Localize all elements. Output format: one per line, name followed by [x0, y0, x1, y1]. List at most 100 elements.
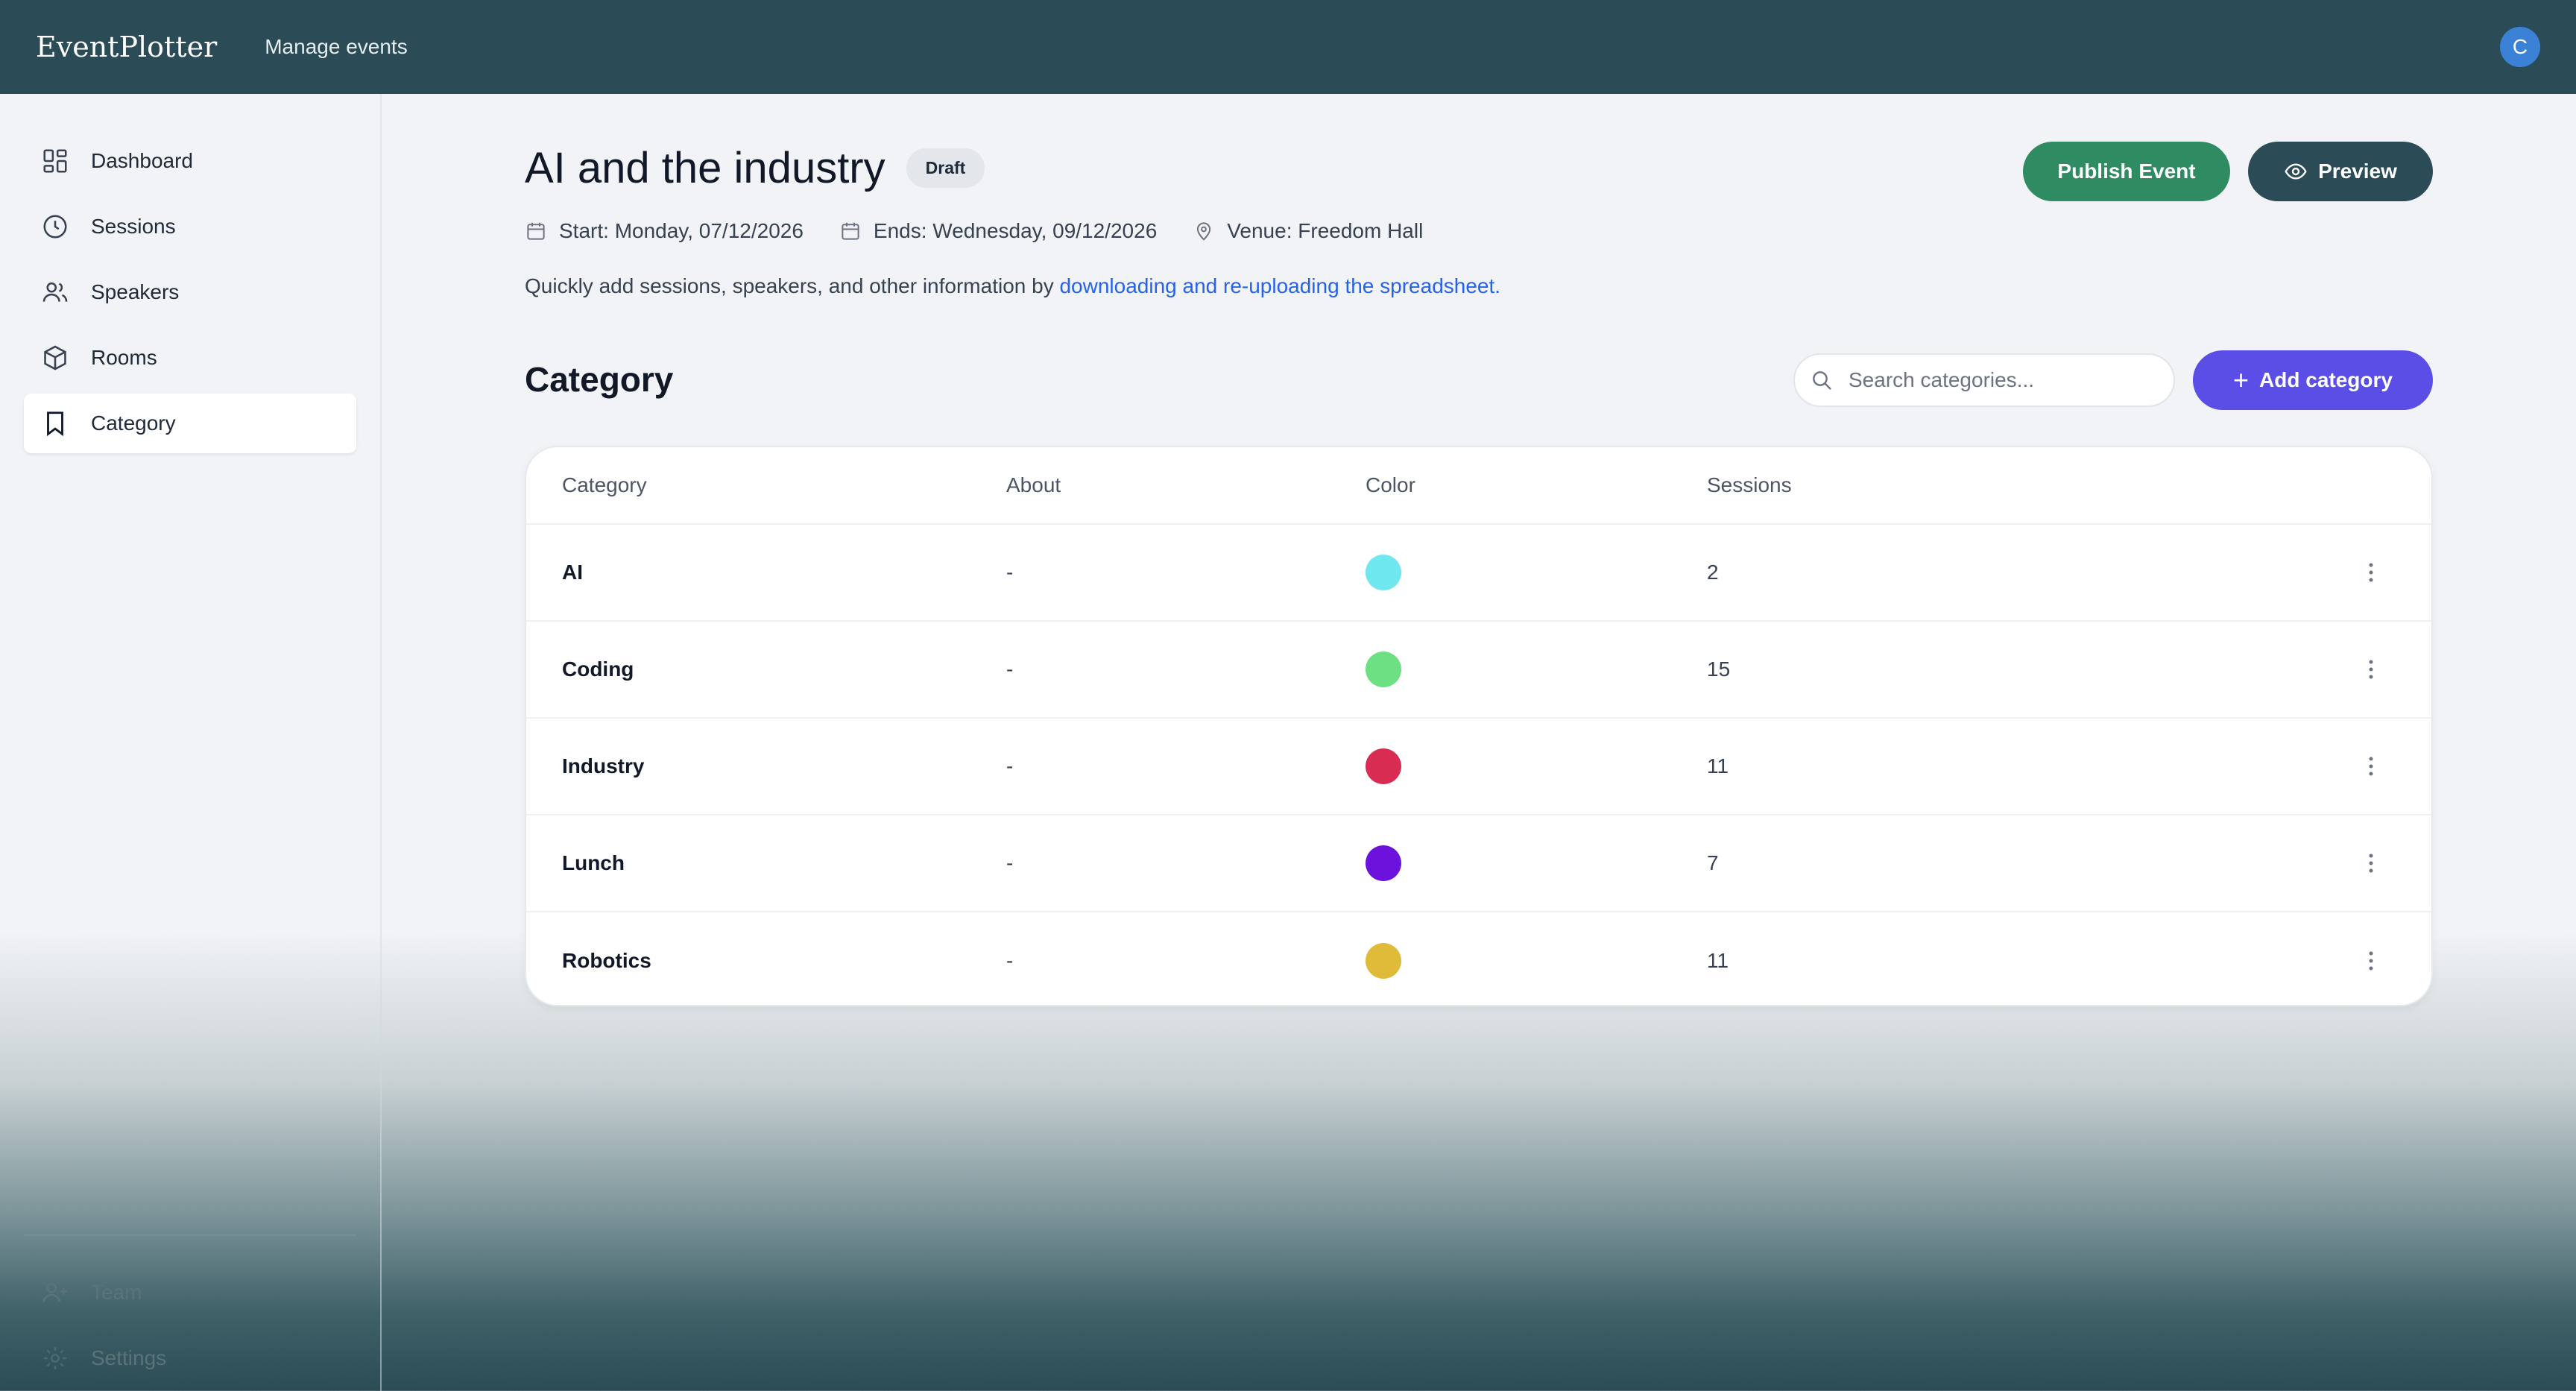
- category-about: -: [1006, 561, 1014, 584]
- category-sessions: 11: [1707, 754, 1729, 777]
- sidebar-nav: Dashboard Sessions Speakers Rooms Catego…: [24, 131, 356, 459]
- sidebar-item-label: Settings: [91, 1346, 167, 1369]
- sidebar-bottom-nav: Team Settings: [24, 1234, 356, 1391]
- search-input[interactable]: [1849, 368, 2162, 392]
- color-swatch: [1366, 555, 1401, 590]
- publish-event-button[interactable]: Publish Event: [2023, 142, 2230, 201]
- eye-icon: [2285, 163, 2307, 180]
- sidebar-item-label: Dashboard: [91, 149, 193, 172]
- top-bar: EventPlotter Manage events C: [0, 0, 2576, 94]
- category-sessions: 7: [1707, 851, 1719, 874]
- event-end: Ends: Wednesday, 09/12/2026: [839, 219, 1157, 243]
- event-start: Start: Monday, 07/12/2026: [525, 219, 804, 243]
- preview-button[interactable]: Preview: [2248, 142, 2433, 201]
- sidebar: Dashboard Sessions Speakers Rooms Catego…: [0, 94, 382, 1391]
- row-menu-button[interactable]: [2360, 558, 2382, 587]
- sidebar-item-team[interactable]: Team: [24, 1263, 356, 1322]
- search-box[interactable]: [1793, 353, 2175, 407]
- sidebar-item-dashboard[interactable]: Dashboard: [24, 131, 356, 191]
- app-logo[interactable]: EventPlotter: [36, 31, 218, 63]
- category-sessions: 15: [1707, 657, 1731, 681]
- category-about: -: [1006, 657, 1014, 681]
- help-text-body: Quickly add sessions, speakers, and othe…: [525, 274, 1060, 297]
- sidebar-item-label: Team: [91, 1281, 142, 1304]
- column-header-about: About: [1006, 473, 1061, 496]
- row-menu-button[interactable]: [2360, 751, 2382, 781]
- preview-label: Preview: [2318, 160, 2397, 183]
- sidebar-item-settings[interactable]: Settings: [24, 1328, 356, 1388]
- sidebar-item-label: Category: [91, 411, 176, 435]
- user-avatar[interactable]: C: [2500, 27, 2540, 67]
- search-icon: [1813, 371, 1831, 390]
- color-dot: [1366, 652, 1401, 687]
- column-header-color: Color: [1366, 473, 1415, 496]
- add-category-label: Add category: [2259, 368, 2393, 391]
- row-menu-button[interactable]: [2360, 655, 2382, 684]
- table-row[interactable]: AI - 2: [526, 525, 2431, 622]
- calendar-icon: [527, 222, 545, 240]
- category-name: Lunch: [562, 851, 625, 874]
- sidebar-item-label: Speakers: [91, 280, 180, 303]
- sidebar-item-label: Rooms: [91, 346, 157, 369]
- status-badge: Draft: [906, 148, 985, 188]
- event-start-text: Start: Monday, 07/12/2026: [559, 219, 804, 242]
- user-plus-icon: [40, 1278, 70, 1308]
- color-dot: [1366, 555, 1401, 590]
- more-vertical-icon: [2369, 854, 2373, 873]
- clock-icon: [40, 212, 70, 242]
- calendar-icon: [842, 222, 859, 240]
- more-vertical-icon: [2369, 660, 2373, 679]
- table-row[interactable]: Robotics - 11: [526, 912, 2431, 1005]
- users-icon: [40, 277, 70, 307]
- column-header-sessions: Sessions: [1707, 473, 1792, 496]
- category-name: Industry: [562, 754, 645, 777]
- color-swatch: [1366, 652, 1401, 687]
- table-header: Category About Color Sessions: [526, 447, 2431, 525]
- table-row[interactable]: Coding - 15: [526, 622, 2431, 719]
- event-header: AI and the industry Draft: [525, 143, 985, 193]
- row-menu-button[interactable]: [2360, 848, 2382, 878]
- category-about: -: [1006, 754, 1014, 777]
- plus-icon: +: [2233, 365, 2250, 395]
- category-name: Robotics: [562, 949, 651, 972]
- sidebar-item-rooms[interactable]: Rooms: [24, 328, 356, 388]
- help-text: Quickly add sessions, speakers, and othe…: [525, 274, 1500, 298]
- more-vertical-icon: [2369, 951, 2373, 971]
- row-menu-button[interactable]: [2360, 946, 2382, 976]
- event-end-text: Ends: Wednesday, 09/12/2026: [873, 219, 1158, 242]
- event-venue-text: Venue: Freedom Hall: [1227, 219, 1424, 242]
- grid-icon: [40, 146, 70, 176]
- category-about: -: [1006, 949, 1014, 972]
- column-header-category: Category: [562, 473, 647, 496]
- category-sessions: 2: [1707, 561, 1719, 584]
- sidebar-item-sessions[interactable]: Sessions: [24, 197, 356, 256]
- sidebar-item-category[interactable]: Category: [24, 394, 356, 453]
- color-swatch: [1366, 845, 1401, 881]
- category-name: AI: [562, 561, 583, 584]
- category-about: -: [1006, 851, 1014, 874]
- color-dot: [1366, 845, 1401, 881]
- section-title: Category: [525, 360, 674, 399]
- category-sessions: 11: [1707, 949, 1729, 972]
- more-vertical-icon: [2369, 757, 2373, 776]
- category-name: Coding: [562, 657, 634, 681]
- sidebar-item-speakers[interactable]: Speakers: [24, 262, 356, 322]
- event-venue: Venue: Freedom Hall: [1193, 219, 1423, 243]
- category-table: Category About Color Sessions AI - 2 Cod…: [525, 446, 2433, 1006]
- sidebar-item-label: Sessions: [91, 215, 176, 238]
- color-dot: [1366, 748, 1401, 784]
- table-row[interactable]: Lunch - 7: [526, 816, 2431, 912]
- add-category-button[interactable]: + Add category: [2193, 350, 2433, 410]
- event-actions: Publish Event Preview: [2023, 142, 2433, 201]
- event-meta: Start: Monday, 07/12/2026 Ends: Wednesda…: [525, 219, 1459, 243]
- manage-events-link[interactable]: Manage events: [265, 35, 408, 58]
- color-swatch: [1366, 943, 1401, 979]
- map-pin-icon: [1197, 222, 1211, 241]
- table-row[interactable]: Industry - 11: [526, 719, 2431, 816]
- color-swatch: [1366, 748, 1401, 784]
- bookmark-icon: [40, 409, 70, 438]
- gear-icon: [40, 1343, 70, 1373]
- more-vertical-icon: [2369, 563, 2373, 582]
- spreadsheet-link[interactable]: downloading and re-uploading the spreads…: [1059, 274, 1501, 297]
- cube-icon: [40, 343, 70, 373]
